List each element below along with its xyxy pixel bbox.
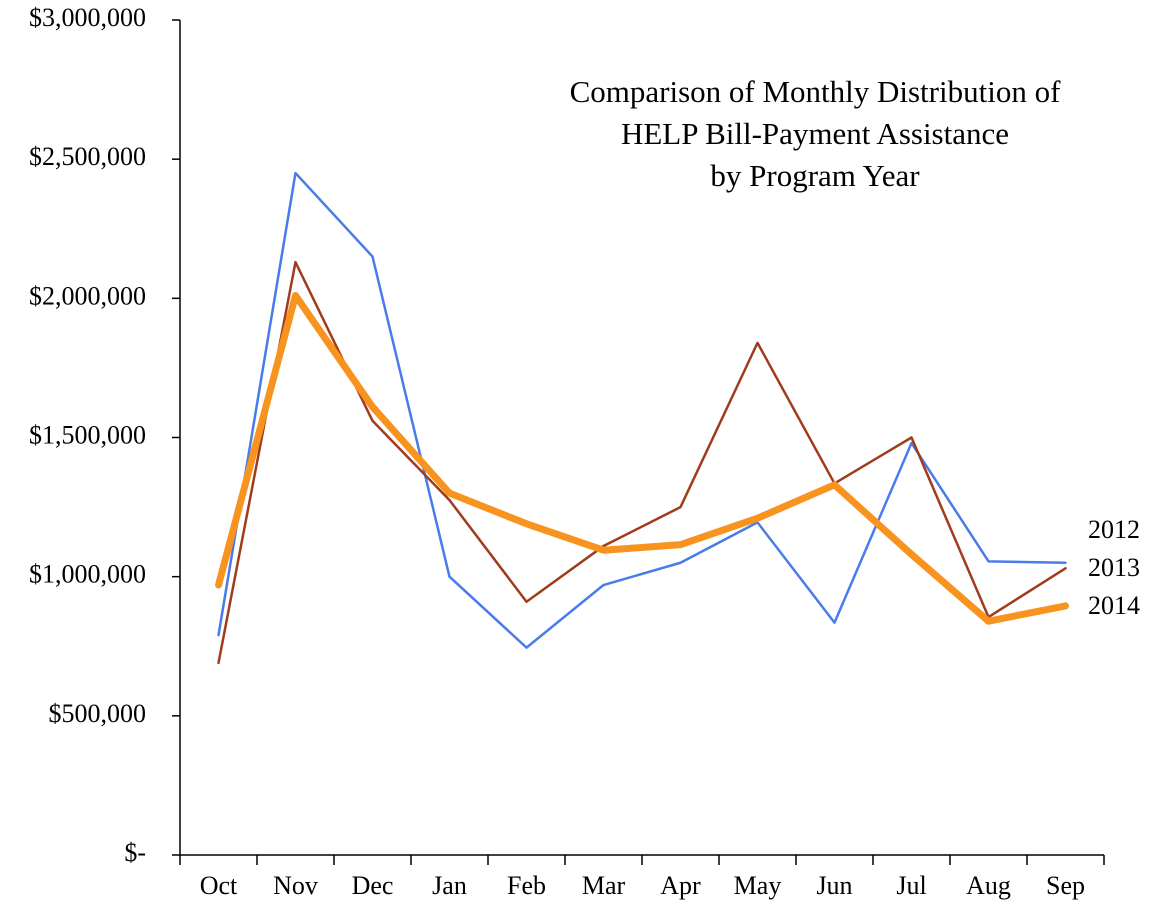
series-line — [217, 260, 1067, 665]
x-tick-label: Sep — [1046, 871, 1085, 900]
x-tick-label: Jul — [896, 871, 926, 900]
y-tick-label: $1,000,000 — [29, 560, 146, 589]
series-line — [215, 292, 1069, 625]
x-tick-label: May — [734, 871, 782, 900]
x-tick-label: Aug — [966, 871, 1011, 900]
x-tick-label: Feb — [507, 871, 546, 900]
y-tick-label: $1,500,000 — [29, 420, 146, 449]
x-tick-label: Oct — [200, 871, 238, 900]
x-tick-label: Mar — [582, 871, 626, 900]
y-tick-label: $500,000 — [49, 699, 147, 728]
y-tick-label: $2,500,000 — [29, 142, 146, 171]
chart-title: HELP Bill-Payment Assistance — [621, 116, 1009, 151]
x-tick-label: Nov — [273, 871, 318, 900]
x-tick-label: Jan — [432, 871, 467, 900]
x-tick-label: Jun — [816, 871, 852, 900]
series-line — [217, 171, 1067, 649]
chart-title: Comparison of Monthly Distribution of — [570, 74, 1062, 109]
series-label: 2014 — [1088, 591, 1140, 620]
chart-title: by Program Year — [710, 158, 920, 193]
y-tick-label: $- — [124, 838, 146, 867]
series-label: 2013 — [1088, 553, 1140, 582]
x-tick-label: Dec — [352, 871, 394, 900]
x-tick-label: Apr — [660, 871, 701, 900]
series-label: 2012 — [1088, 515, 1140, 544]
y-tick-label: $2,000,000 — [29, 281, 146, 310]
y-tick-label: $3,000,000 — [29, 3, 146, 32]
